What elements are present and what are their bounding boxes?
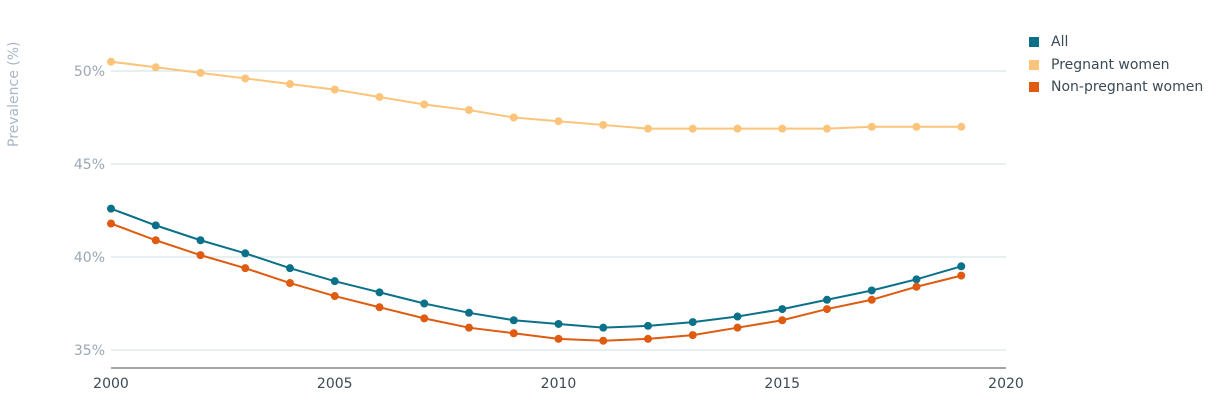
x-tick-label: 2020 [988, 376, 1024, 392]
data-point[interactable] [912, 122, 921, 131]
data-point[interactable] [151, 236, 160, 245]
data-point[interactable] [957, 262, 966, 271]
y-tick-label: 45% [74, 157, 105, 173]
data-point[interactable] [599, 120, 608, 129]
data-point[interactable] [644, 321, 652, 330]
data-point[interactable] [554, 334, 563, 343]
data-point[interactable] [957, 271, 966, 280]
legend-swatch-all [1029, 37, 1039, 48]
data-point[interactable] [509, 316, 518, 325]
data-point[interactable] [867, 122, 876, 131]
data-point[interactable] [107, 219, 115, 228]
data-point[interactable] [465, 308, 473, 317]
series-line [110, 207, 962, 329]
data-point[interactable] [196, 236, 205, 245]
data-point[interactable] [241, 74, 250, 83]
legend-label-pregnant: Pregnant women [1051, 56, 1170, 73]
y-tick-label: 50% [74, 64, 105, 80]
gridlines [111, 70, 1006, 351]
data-point[interactable] [330, 277, 339, 286]
legend-swatch-pregnant [1029, 59, 1039, 70]
data-point[interactable] [688, 124, 697, 133]
y-tick-labels: 35% 40% 45% 50% [74, 64, 105, 359]
data-point[interactable] [151, 221, 160, 230]
data-point[interactable] [823, 295, 831, 304]
legend-item-non-pregnant[interactable]: Non-pregnant women [1029, 76, 1203, 99]
data-point[interactable] [465, 106, 473, 115]
legend: All Pregnant women Non-pregnant women [1029, 31, 1203, 99]
data-point[interactable] [420, 314, 429, 323]
data-point[interactable] [823, 124, 831, 133]
data-point[interactable] [330, 85, 339, 94]
data-point[interactable] [286, 279, 294, 288]
series-2 [107, 219, 966, 345]
x-tick-label: 2000 [93, 376, 129, 392]
series-line [110, 222, 962, 342]
data-point[interactable] [196, 68, 205, 77]
data-point[interactable] [778, 124, 787, 133]
data-point[interactable] [375, 288, 384, 297]
y-tick-label: 40% [74, 250, 105, 266]
data-point[interactable] [644, 334, 652, 343]
data-point[interactable] [196, 251, 205, 260]
x-tick-label: 2015 [764, 376, 800, 392]
data-point[interactable] [688, 318, 697, 327]
legend-item-all[interactable]: All [1029, 31, 1203, 54]
data-point[interactable] [867, 286, 876, 295]
data-point[interactable] [867, 295, 876, 304]
legend-swatch-non-pregnant [1029, 82, 1039, 93]
data-point[interactable] [733, 312, 742, 321]
data-point[interactable] [554, 117, 563, 126]
data-point[interactable] [151, 63, 160, 72]
y-axis-label: Prevalence (%) [6, 42, 22, 148]
data-point[interactable] [912, 282, 921, 291]
legend-item-pregnant[interactable]: Pregnant women [1029, 54, 1203, 77]
data-point[interactable] [733, 124, 742, 133]
data-point[interactable] [241, 264, 250, 273]
data-point[interactable] [375, 303, 384, 312]
data-point[interactable] [465, 323, 473, 332]
data-point[interactable] [957, 122, 966, 131]
data-point[interactable] [733, 323, 742, 332]
legend-label-non-pregnant: Non-pregnant women [1051, 79, 1204, 96]
x-axis: 2000 2005 2010 2015 2020 [93, 367, 1024, 392]
y-tick-label: 35% [74, 343, 105, 359]
data-point[interactable] [286, 80, 294, 89]
x-tick-label: 2005 [317, 376, 353, 392]
data-point[interactable] [420, 100, 429, 109]
data-point[interactable] [823, 305, 831, 314]
data-point[interactable] [509, 113, 518, 122]
data-point[interactable] [778, 316, 787, 325]
data-point[interactable] [420, 299, 429, 308]
data-point[interactable] [375, 93, 384, 102]
data-point[interactable] [241, 249, 250, 258]
legend-label-all: All [1051, 34, 1069, 51]
data-point[interactable] [688, 331, 697, 340]
series-0 [107, 204, 966, 332]
data-point[interactable] [330, 292, 339, 301]
data-point[interactable] [107, 204, 115, 213]
data-point[interactable] [554, 319, 563, 328]
x-tick-label: 2010 [541, 376, 577, 392]
plot-area [107, 57, 966, 345]
data-point[interactable] [286, 264, 294, 273]
data-point[interactable] [509, 329, 518, 338]
series-line [110, 60, 962, 130]
data-point[interactable] [107, 57, 115, 66]
data-point[interactable] [778, 305, 787, 314]
data-point[interactable] [644, 124, 652, 133]
data-point[interactable] [599, 323, 608, 332]
data-point[interactable] [912, 275, 921, 284]
series-1 [107, 57, 966, 133]
data-point[interactable] [599, 336, 608, 345]
